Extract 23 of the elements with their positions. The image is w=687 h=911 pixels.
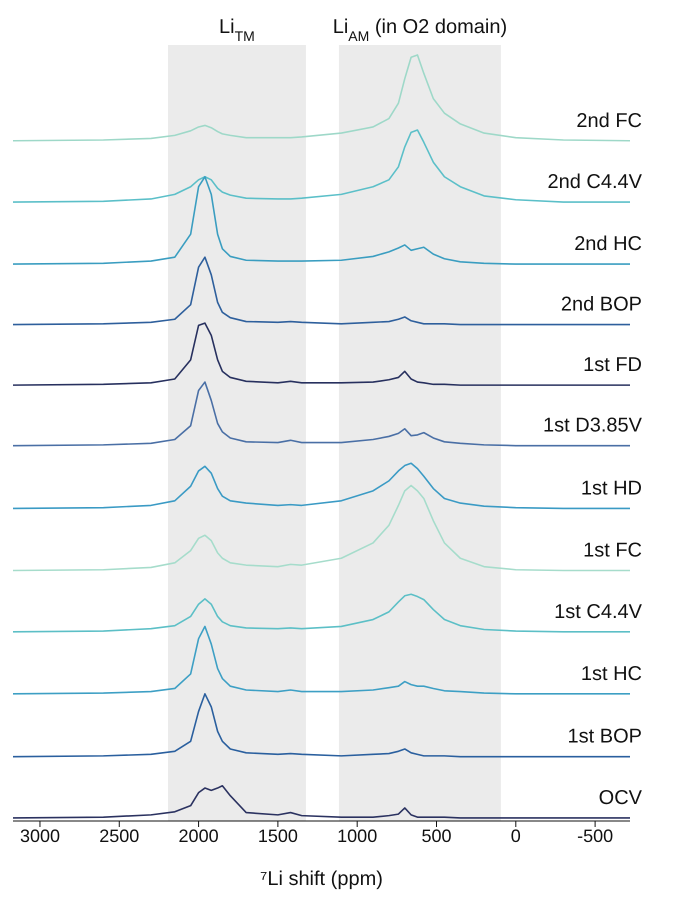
x-axis-title: ⁷Li shift (ppm) [260,868,383,890]
series-label: OCV [598,786,643,809]
series-label: 1st HC [580,662,642,685]
series-label: 1st C4.4V [554,600,643,623]
band-label: Li$_{TM}$ [219,16,255,44]
series-label: 1st FC [583,540,642,562]
series-label: 1st BOP [568,726,642,748]
series-label: 2nd FC [576,110,642,132]
x-tick-label: 2500 [99,826,140,846]
series-label: 1st FD [583,354,642,376]
series-label: 2nd HC [574,233,642,256]
series-label: 2nd C4.4V [547,171,643,194]
x-tick-label: 1000 [337,826,378,846]
x-tick-label: 2000 [178,826,219,846]
series-label: 1st HD [580,477,642,500]
series-label: 2nd BOP [560,294,642,316]
x-tick-label: 500 [421,826,452,846]
x-tick-label: 3000 [20,826,60,846]
series-label: 1st D3.85V [543,414,643,437]
x-tick-label: -500 [577,826,614,846]
band-label: Li$_{AM}$ (in O2 domain) [332,16,508,44]
x-tick-label: 0 [510,826,521,846]
x-tick-label: 1500 [258,826,298,846]
